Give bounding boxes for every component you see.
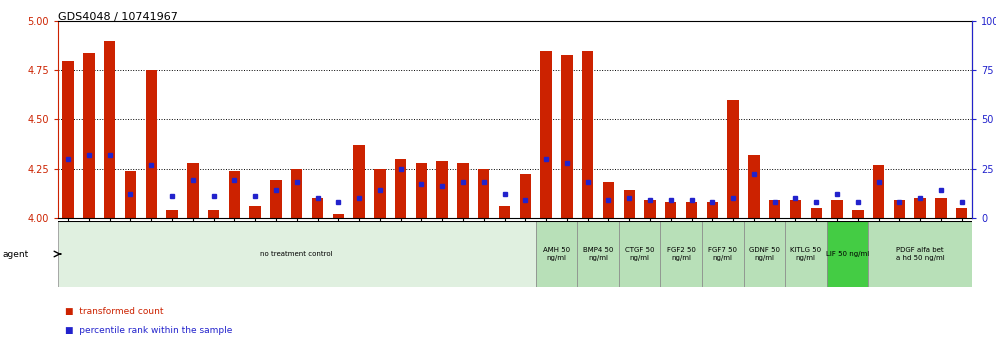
Bar <box>623 190 634 218</box>
Text: ■  percentile rank within the sample: ■ percentile rank within the sample <box>65 326 232 336</box>
FancyBboxPatch shape <box>869 221 972 287</box>
Bar <box>541 51 552 218</box>
Bar <box>249 206 261 218</box>
FancyBboxPatch shape <box>702 221 743 287</box>
Bar <box>520 175 531 218</box>
Bar <box>291 169 303 218</box>
Bar <box>935 198 946 218</box>
FancyBboxPatch shape <box>58 221 536 287</box>
Bar <box>354 145 365 218</box>
Bar <box>84 53 95 218</box>
FancyBboxPatch shape <box>660 221 702 287</box>
Text: LIF 50 ng/ml: LIF 50 ng/ml <box>826 251 870 257</box>
Text: AMH 50
ng/ml: AMH 50 ng/ml <box>543 247 570 261</box>
Bar <box>145 70 157 218</box>
Text: ■  transformed count: ■ transformed count <box>65 307 163 316</box>
Text: PDGF alfa bet
a hd 50 ng/ml: PDGF alfa bet a hd 50 ng/ml <box>895 247 944 261</box>
Bar <box>853 210 864 218</box>
Bar <box>312 198 324 218</box>
Bar <box>832 200 843 218</box>
Bar <box>270 181 282 218</box>
Text: FGF7 50
ng/ml: FGF7 50 ng/ml <box>708 247 737 261</box>
Bar <box>63 61 74 218</box>
Bar <box>872 165 884 218</box>
Bar <box>478 169 489 218</box>
Bar <box>790 200 801 218</box>
FancyBboxPatch shape <box>619 221 660 287</box>
Bar <box>748 155 760 218</box>
Text: FGF2 50
ng/ml: FGF2 50 ng/ml <box>666 247 695 261</box>
Bar <box>893 200 905 218</box>
FancyBboxPatch shape <box>785 221 827 287</box>
Bar <box>436 161 448 218</box>
FancyBboxPatch shape <box>827 221 869 287</box>
FancyBboxPatch shape <box>536 221 578 287</box>
Text: GDNF 50
ng/ml: GDNF 50 ng/ml <box>749 247 780 261</box>
Text: no treatment control: no treatment control <box>260 251 333 257</box>
Bar <box>374 169 385 218</box>
Bar <box>561 55 573 218</box>
Bar <box>644 200 655 218</box>
Text: BMP4 50
ng/ml: BMP4 50 ng/ml <box>583 247 614 261</box>
Bar <box>914 198 926 218</box>
Bar <box>415 163 427 218</box>
Bar <box>706 202 718 218</box>
Bar <box>229 171 240 218</box>
Bar <box>124 171 136 218</box>
FancyBboxPatch shape <box>743 221 785 287</box>
Bar <box>686 202 697 218</box>
Text: CTGF 50
ng/ml: CTGF 50 ng/ml <box>624 247 654 261</box>
Bar <box>104 41 116 218</box>
Bar <box>582 51 594 218</box>
Bar <box>769 200 781 218</box>
Bar <box>166 210 177 218</box>
Text: KITLG 50
ng/ml: KITLG 50 ng/ml <box>790 247 822 261</box>
Bar <box>395 159 406 218</box>
Bar <box>956 208 967 218</box>
Text: agent: agent <box>3 250 29 259</box>
Bar <box>603 182 615 218</box>
Text: GDS4048 / 10741967: GDS4048 / 10741967 <box>58 12 177 22</box>
Bar <box>499 206 510 218</box>
FancyBboxPatch shape <box>578 221 619 287</box>
Bar <box>333 214 344 218</box>
Bar <box>208 210 219 218</box>
Bar <box>187 163 198 218</box>
Bar <box>811 208 822 218</box>
Bar <box>727 100 739 218</box>
Bar <box>665 202 676 218</box>
Bar <box>457 163 469 218</box>
